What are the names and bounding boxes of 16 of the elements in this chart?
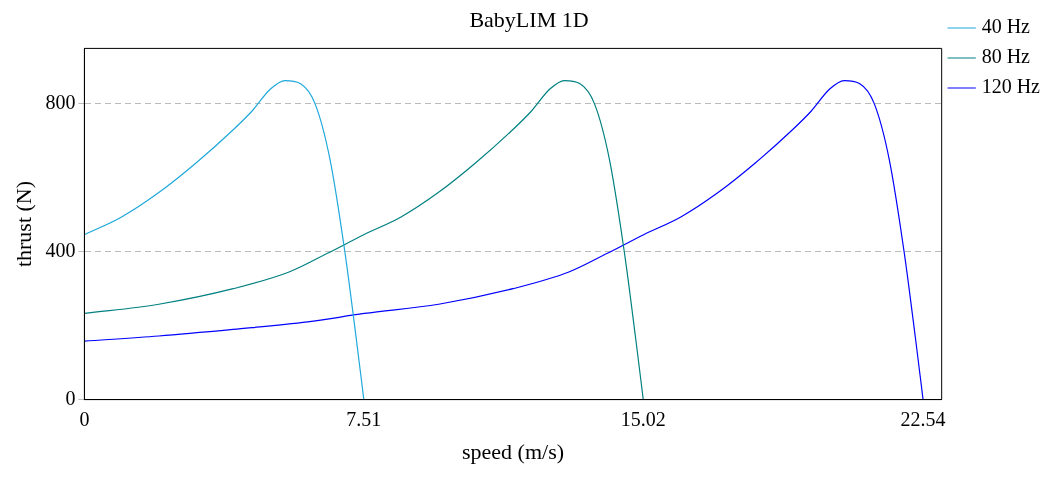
legend-label: 40 Hz xyxy=(981,15,1031,38)
line-series xyxy=(84,79,644,400)
x-tick-label: 15.02 xyxy=(620,407,666,430)
x-axis-title: speed (m/s) xyxy=(462,438,565,464)
x-tick-label: 7.51 xyxy=(346,407,382,430)
x-tick-label: 22.54 xyxy=(900,407,946,430)
x-tick-label: 0 xyxy=(79,407,90,430)
y-axis-title: thrust (N) xyxy=(10,180,36,268)
y-tick-label: 400 xyxy=(45,238,76,261)
line-series xyxy=(84,79,924,400)
legend-label: 80 Hz xyxy=(981,45,1031,68)
legend-label: 120 Hz xyxy=(981,75,1041,98)
line-series xyxy=(84,79,365,400)
chart-title: BabyLIM 1D xyxy=(469,6,589,32)
y-tick-label: 0 xyxy=(65,386,76,409)
y-tick-label: 800 xyxy=(45,91,76,114)
